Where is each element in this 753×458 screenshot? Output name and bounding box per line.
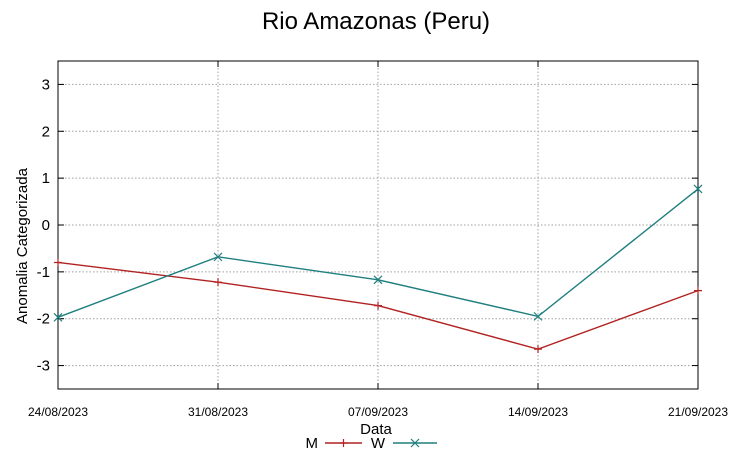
- y-tick-label: -1: [37, 264, 50, 281]
- series-w-point: [53, 312, 63, 322]
- grid-lines: [58, 61, 698, 389]
- y-tick-label: 1: [42, 170, 50, 187]
- y-tick-label: 3: [42, 76, 50, 93]
- series-m-point: [534, 345, 542, 354]
- y-tick-label: -3: [37, 358, 50, 375]
- y-axis-label: Anomalia Categorizada: [14, 167, 31, 324]
- legend-label-w: W: [371, 435, 386, 452]
- x-tick-label: 31/08/2023: [188, 405, 248, 419]
- series-w-point: [213, 252, 223, 262]
- x-axis-ticks: 24/08/2023 31/08/2023 07/09/2023 14/09/2023…: [28, 61, 728, 419]
- series-layer: [53, 184, 703, 354]
- series-w-point: [533, 311, 543, 321]
- x-tick-label: 14/09/2023: [508, 405, 568, 419]
- y-tick-label: 0: [42, 217, 50, 234]
- x-tick-label: 07/09/2023: [348, 405, 408, 419]
- series-m-point: [214, 278, 222, 287]
- legend-marker-m: [339, 439, 348, 447]
- series-w-point: [693, 184, 703, 194]
- series-w: [53, 184, 703, 322]
- legend-marker-w: [410, 438, 420, 448]
- legend-label-m: M: [306, 435, 319, 452]
- y-tick-label: -2: [37, 311, 50, 328]
- x-tick-label: 24/08/2023: [28, 405, 88, 419]
- series-m: [54, 258, 702, 354]
- series-w-point: [373, 275, 383, 285]
- chart-title: Rio Amazonas (Peru): [262, 8, 490, 35]
- series-m-point: [694, 286, 702, 295]
- series-m-point: [374, 301, 382, 310]
- x-axis-label: Data: [360, 421, 392, 438]
- x-tick-label: 21/09/2023: [668, 405, 728, 419]
- y-tick-label: 2: [42, 123, 50, 140]
- series-m-point: [54, 258, 62, 267]
- y-axis-ticks: -3 -2 -1 0 1 2 3: [37, 76, 698, 375]
